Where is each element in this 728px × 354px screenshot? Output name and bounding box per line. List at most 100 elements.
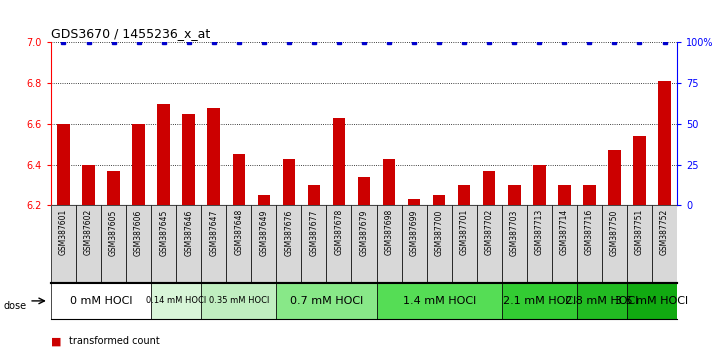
Bar [552, 205, 577, 283]
Text: GSM387714: GSM387714 [560, 209, 569, 256]
Bar [458, 185, 470, 205]
Bar [207, 108, 220, 205]
Bar [157, 103, 170, 205]
Text: GSM387676: GSM387676 [285, 209, 293, 256]
Bar [508, 185, 521, 205]
Bar [627, 205, 652, 283]
Bar [301, 42, 326, 205]
Bar [277, 205, 301, 283]
Bar [282, 159, 295, 205]
Bar [502, 205, 527, 283]
Bar [201, 205, 226, 283]
Bar [527, 205, 552, 283]
Text: 0 mM HOCl: 0 mM HOCl [70, 296, 132, 306]
Text: 3.5 mM HOCl: 3.5 mM HOCl [615, 296, 689, 306]
Bar [151, 42, 176, 205]
Bar [251, 42, 277, 205]
Bar [376, 283, 502, 319]
Text: GSM387645: GSM387645 [159, 209, 168, 256]
Text: GSM387606: GSM387606 [134, 209, 143, 256]
Bar [451, 42, 477, 205]
Bar [226, 205, 251, 283]
Text: GSM387703: GSM387703 [510, 209, 519, 256]
Bar [277, 42, 301, 205]
Bar [376, 205, 402, 283]
Bar [608, 150, 621, 205]
Bar [277, 283, 376, 319]
Bar [101, 42, 126, 205]
Bar [577, 42, 602, 205]
Bar [333, 118, 345, 205]
Bar [451, 205, 477, 283]
Bar [58, 124, 70, 205]
Bar [201, 42, 226, 205]
Bar [82, 165, 95, 205]
Bar [101, 205, 126, 283]
Bar [477, 42, 502, 205]
Text: 0.14 mM HOCl: 0.14 mM HOCl [146, 296, 206, 306]
Text: GSM387648: GSM387648 [234, 209, 243, 256]
Bar [376, 42, 402, 205]
Text: GSM387649: GSM387649 [259, 209, 269, 256]
Bar [502, 42, 527, 205]
Bar [533, 165, 545, 205]
Text: GSM387677: GSM387677 [309, 209, 318, 256]
Bar [126, 205, 151, 283]
Bar [652, 42, 677, 205]
Bar [502, 283, 577, 319]
Bar [577, 283, 627, 319]
Bar [602, 42, 627, 205]
Text: GSM387700: GSM387700 [435, 209, 443, 256]
Bar [577, 205, 602, 283]
Bar [357, 177, 371, 205]
Bar [583, 185, 596, 205]
Bar [176, 205, 201, 283]
Bar [602, 205, 627, 283]
Bar [352, 42, 376, 205]
Text: transformed count: transformed count [69, 336, 160, 346]
Text: dose: dose [4, 301, 27, 311]
Bar [326, 205, 352, 283]
Text: GSM387646: GSM387646 [184, 209, 193, 256]
Bar [408, 199, 420, 205]
Bar [107, 171, 120, 205]
Text: GSM387751: GSM387751 [635, 209, 644, 256]
Text: GSM387699: GSM387699 [410, 209, 419, 256]
Bar [132, 124, 145, 205]
Bar [326, 42, 352, 205]
Text: GDS3670 / 1455236_x_at: GDS3670 / 1455236_x_at [51, 27, 210, 40]
Text: ■: ■ [51, 336, 61, 346]
Text: 2.8 mM HOCl: 2.8 mM HOCl [565, 296, 638, 306]
Text: GSM387601: GSM387601 [59, 209, 68, 256]
Bar [258, 195, 270, 205]
Bar [477, 205, 502, 283]
Text: GSM387713: GSM387713 [535, 209, 544, 256]
Bar [383, 159, 395, 205]
Text: 1.4 mM HOCl: 1.4 mM HOCl [403, 296, 476, 306]
Bar [51, 42, 76, 205]
Bar [76, 205, 101, 283]
Bar [552, 42, 577, 205]
Bar [201, 283, 277, 319]
Bar [627, 283, 677, 319]
Text: GSM387679: GSM387679 [360, 209, 368, 256]
Text: GSM387752: GSM387752 [660, 209, 669, 256]
Text: GSM387647: GSM387647 [209, 209, 218, 256]
Text: GSM387701: GSM387701 [459, 209, 469, 256]
Bar [427, 42, 451, 205]
Text: 2.1 mM HOCl: 2.1 mM HOCl [502, 296, 576, 306]
Bar [176, 42, 201, 205]
Bar [633, 136, 646, 205]
Bar [308, 185, 320, 205]
Bar [151, 205, 176, 283]
Text: 0.7 mM HOCl: 0.7 mM HOCl [290, 296, 363, 306]
Bar [51, 283, 151, 319]
Text: GSM387716: GSM387716 [585, 209, 594, 256]
Bar [232, 154, 245, 205]
Text: GSM387702: GSM387702 [485, 209, 494, 256]
Bar [126, 42, 151, 205]
Bar [402, 205, 427, 283]
Bar [658, 81, 670, 205]
Bar [527, 42, 552, 205]
Text: GSM387750: GSM387750 [610, 209, 619, 256]
